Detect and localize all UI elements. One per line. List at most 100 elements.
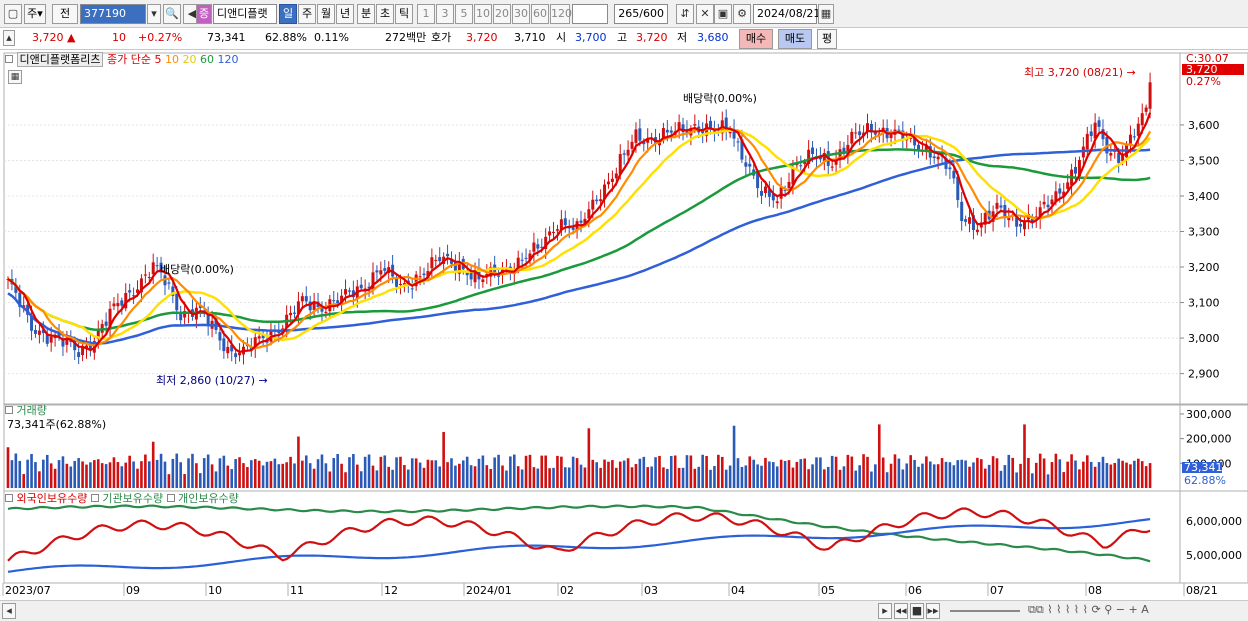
top-right-label: C:30.07: [1186, 52, 1229, 65]
quote-low-label: 저: [677, 31, 688, 44]
volume-bar: [744, 465, 748, 488]
volume-bar: [399, 456, 402, 488]
volume-bar: [242, 463, 245, 488]
volume-bar: [932, 464, 936, 488]
date-input[interactable]: 2024/08/21: [753, 4, 820, 24]
x-tick-label: 06: [908, 584, 922, 597]
period-tick[interactable]: 틱: [395, 4, 413, 24]
volume-bar: [901, 469, 905, 488]
play-icon[interactable]: ▸: [878, 603, 892, 619]
candle-body: [1136, 123, 1140, 136]
legend-foreign: 외국인보유수량: [16, 492, 88, 505]
stop-icon[interactable]: ■: [910, 603, 924, 619]
sell-button[interactable]: 매도: [778, 29, 812, 49]
type-select[interactable]: 주▾: [24, 4, 46, 24]
volume-bar: [383, 455, 387, 488]
forward-icon[interactable]: ▸▸: [926, 603, 940, 619]
interval-custom-input[interactable]: [572, 4, 608, 24]
stock-code-input[interactable]: 377190: [80, 4, 146, 24]
volume-bar: [363, 456, 367, 488]
scroll-left-icon[interactable]: ◂: [2, 603, 16, 619]
volume-bar: [720, 456, 724, 488]
candle-body: [422, 273, 426, 276]
interval-3[interactable]: 3: [436, 4, 454, 24]
dropdown-icon[interactable]: ▾: [147, 4, 161, 24]
interval-60[interactable]: 60: [531, 4, 549, 24]
volume-bar: [69, 466, 73, 488]
table-icon[interactable]: ▦: [8, 70, 22, 84]
interval-120[interactable]: 120: [550, 4, 572, 24]
period-day[interactable]: 일: [279, 4, 297, 24]
volume-bar: [630, 467, 634, 488]
candle-body: [234, 353, 238, 358]
tools-icon[interactable]: ✕: [696, 4, 714, 24]
interval-20[interactable]: 20: [493, 4, 511, 24]
volume-tag-pct: 62.88%: [1184, 474, 1226, 487]
candle-body: [81, 346, 85, 356]
collapse-icon[interactable]: ▴: [3, 30, 15, 46]
gear-icon[interactable]: ⚙: [733, 4, 751, 24]
legend-ma5: 5: [154, 53, 162, 66]
quote-bid: 3,710: [514, 31, 546, 44]
calendar-icon[interactable]: ▦: [818, 4, 834, 24]
candle-body: [763, 186, 767, 194]
volume-bar: [312, 468, 316, 488]
volume-bar: [987, 464, 991, 488]
volume-bar: [850, 456, 854, 488]
window-icon[interactable]: ▢: [4, 4, 22, 24]
search-button[interactable]: 전: [52, 4, 78, 24]
interval-10[interactable]: 10: [474, 4, 492, 24]
quote-ask: 3,720: [466, 31, 498, 44]
volume-bar: [599, 467, 602, 488]
volume-bar: [1019, 463, 1022, 488]
interval-1[interactable]: 1: [417, 4, 435, 24]
candle-body: [139, 278, 143, 293]
search-icon[interactable]: 🔍: [163, 4, 181, 24]
volume-bar: [944, 461, 948, 488]
volume-bar: [1050, 462, 1054, 488]
volume-bar: [669, 455, 673, 488]
buy-button[interactable]: 매수: [739, 29, 773, 49]
candle-body: [143, 274, 147, 276]
candle-body: [1030, 216, 1034, 224]
candle-body: [712, 130, 716, 132]
volume-bar: [885, 472, 889, 488]
volume-bar: [352, 454, 355, 488]
candle-body: [724, 117, 728, 131]
period-minute[interactable]: 분: [357, 4, 375, 24]
interval-5[interactable]: 5: [455, 4, 473, 24]
candle-body: [147, 277, 151, 279]
quote-open: 3,700: [575, 31, 607, 44]
candle-body: [320, 306, 324, 312]
rewind-icon[interactable]: ◂◂: [894, 603, 908, 619]
volume-bar: [116, 462, 120, 488]
eval-button[interactable]: 평: [817, 29, 837, 49]
volume-bar: [983, 468, 987, 488]
interval-30[interactable]: 30: [512, 4, 530, 24]
candle-body: [850, 131, 854, 144]
period-year[interactable]: 년: [336, 4, 354, 24]
candle-body: [991, 211, 995, 222]
volume-bar: [222, 455, 226, 488]
zoom-slider[interactable]: [950, 610, 1020, 612]
volume-bar: [889, 463, 893, 488]
y-tick-label: 3,200: [1188, 261, 1220, 274]
volume-bar: [493, 457, 496, 488]
candle-body: [583, 218, 587, 224]
candle-body: [332, 300, 336, 302]
candle-body: [128, 290, 132, 293]
save-icon[interactable]: ▣: [714, 4, 732, 24]
chart-tools-icon[interactable]: ⧉⧉ ⌇ ⌇ ⌇ ⌇ ⌇ ⟳ ⚲ − + A: [1028, 603, 1149, 616]
compare-icon[interactable]: ⇵: [676, 4, 694, 24]
count-field[interactable]: 265/600: [614, 4, 668, 24]
volume-bar: [940, 458, 944, 488]
volume-bar: [615, 467, 618, 488]
candle-body: [14, 284, 18, 293]
candle-body: [964, 219, 968, 222]
period-second[interactable]: 초: [376, 4, 394, 24]
period-week[interactable]: 주: [298, 4, 316, 24]
period-month[interactable]: 월: [317, 4, 335, 24]
volume-bar: [469, 465, 473, 488]
candle-body: [1101, 129, 1105, 140]
candle-body: [112, 303, 116, 307]
